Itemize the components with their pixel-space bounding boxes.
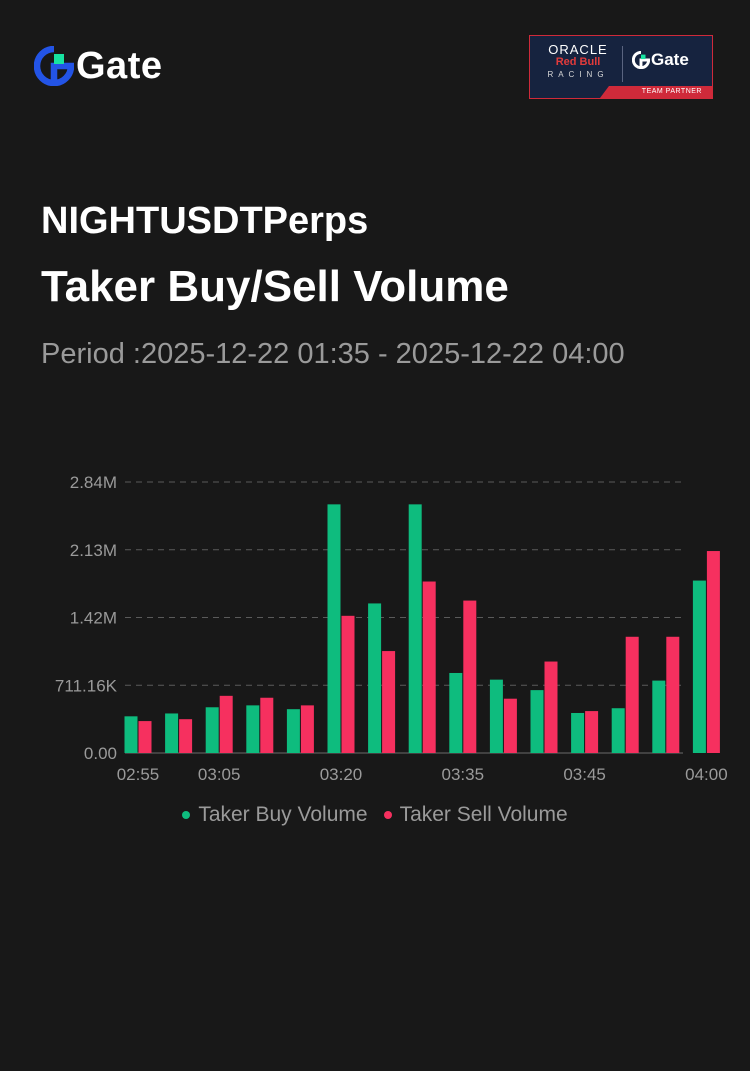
y-tick-label-4: 2.84M: [70, 473, 117, 492]
team-partner-band: [600, 86, 712, 98]
legend-dot-sell: [383, 811, 392, 819]
buy-bar-10: [530, 690, 544, 753]
oracle-wordmark: ORACLE: [548, 42, 608, 57]
buy-bar-12: [611, 708, 625, 753]
sell-bar-2: [219, 695, 233, 753]
chart-title: Taker Buy/Sell Volume: [41, 262, 509, 311]
sell-bar-3: [260, 697, 274, 753]
buy-bar-4: [286, 709, 300, 753]
y-tick-label-0: 0.00: [84, 744, 117, 763]
x-tick-label-1: 03:05: [198, 765, 241, 784]
sell-bar-0: [138, 721, 152, 753]
sell-bar-6: [382, 651, 396, 753]
sell-bar-14: [706, 551, 720, 753]
sell-bar-4: [300, 705, 314, 753]
partner-divider: [622, 46, 623, 82]
buy-bar-14: [692, 580, 706, 753]
buy-bar-8: [449, 672, 463, 753]
x-tick-label-4: 03:45: [563, 765, 606, 784]
buy-bar-13: [652, 680, 666, 753]
buy-bar-0: [124, 716, 138, 753]
sell-bar-13: [666, 636, 680, 753]
buy-bar-1: [165, 713, 179, 753]
legend-label-buy: Taker Buy Volume: [198, 803, 368, 826]
partner-gate-name: Gate: [651, 50, 689, 69]
buy-bar-6: [368, 603, 382, 753]
x-tick-label-5: 04:00: [685, 765, 728, 784]
y-tick-label-1: 711.16K: [55, 676, 118, 695]
gate-logo-icon: [34, 46, 74, 86]
buy-bar-11: [571, 712, 585, 753]
sell-bar-11: [585, 711, 599, 753]
x-tick-label-0: 02:55: [117, 765, 160, 784]
legend-label-sell: Taker Sell Volume: [399, 803, 568, 826]
buy-bar-2: [205, 707, 219, 753]
x-tick-label-2: 03:20: [320, 765, 363, 784]
sell-bar-10: [544, 661, 558, 753]
x-tick-label-3: 03:35: [442, 765, 485, 784]
header: Gate ORACLE Red Bull RACING Gate TEAM PA…: [0, 0, 750, 110]
y-tick-label-2: 1.42M: [70, 609, 117, 628]
symbol-title: NIGHTUSDTPerps: [41, 200, 369, 242]
gate-logo: Gate: [34, 46, 162, 86]
team-partner-badge: ORACLE Red Bull RACING Gate TEAM PARTNER: [529, 35, 713, 99]
team-partner-label: TEAM PARTNER: [641, 88, 702, 95]
buy-bar-3: [246, 705, 260, 753]
sell-bar-12: [625, 636, 639, 753]
legend-item-buy: Taker Buy Volume: [182, 803, 368, 827]
red-bull-wordmark: Red Bull: [555, 56, 601, 68]
legend-dot-buy: [182, 811, 191, 819]
buy-bar-9: [489, 679, 503, 753]
legend-item-sell: Taker Sell Volume: [383, 803, 568, 827]
buy-bar-7: [408, 504, 422, 753]
chart-legend: Taker Buy Volume Taker Sell Volume: [0, 803, 750, 827]
volume-bar-chart: 0.00 711.16K 1.42M 2.13M 2.84M 02:55 03:05 03:2…: [55, 473, 728, 784]
sell-bar-9: [503, 698, 517, 753]
period-range: Period :2025-12-22 01:35 - 2025-12-22 04…: [41, 338, 625, 370]
buy-bar-5: [327, 504, 341, 753]
racing-wordmark: RACING: [547, 70, 609, 79]
sell-bar-7: [422, 581, 436, 753]
y-tick-label-3: 2.13M: [70, 541, 117, 560]
brand-name: Gate: [76, 45, 163, 87]
sell-bar-5: [341, 615, 355, 753]
sell-bar-1: [179, 719, 193, 753]
partner-gate-logo: Gate: [632, 50, 689, 70]
sell-bar-8: [463, 600, 477, 753]
gate-logo-icon-small: [632, 51, 650, 69]
